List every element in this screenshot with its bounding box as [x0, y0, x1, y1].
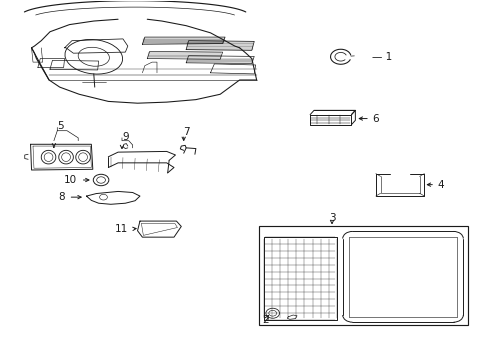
Text: 9: 9: [122, 132, 128, 142]
Bar: [259, 226, 467, 325]
Text: 2: 2: [262, 315, 268, 325]
Text: 4: 4: [437, 180, 443, 190]
Text: 6: 6: [371, 113, 378, 123]
Text: 11: 11: [114, 224, 127, 234]
Text: — 1: — 1: [371, 52, 391, 62]
Text: 5: 5: [57, 121, 64, 131]
Text: 7: 7: [183, 127, 189, 137]
Text: 8: 8: [58, 192, 64, 202]
Text: 10: 10: [63, 175, 77, 185]
Text: 3: 3: [328, 212, 335, 222]
